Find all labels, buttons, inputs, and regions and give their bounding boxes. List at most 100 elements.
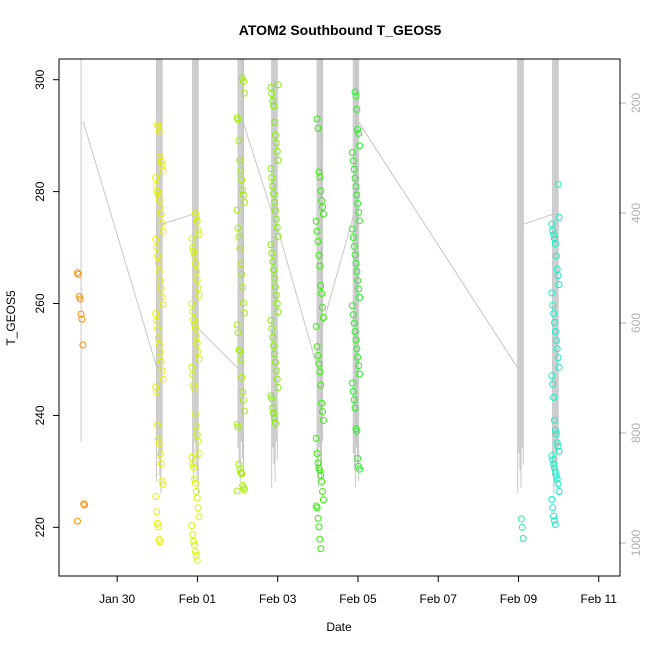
data-point <box>155 341 163 349</box>
data-point <box>191 320 199 328</box>
data-point <box>268 90 276 98</box>
data-point <box>349 387 357 395</box>
data-point <box>81 501 89 509</box>
data-point <box>158 219 166 227</box>
data-point <box>353 345 361 353</box>
data-point <box>553 475 561 483</box>
y2-tick-label: 200 <box>629 93 643 113</box>
data-point <box>240 407 248 415</box>
data-point <box>314 459 322 467</box>
altitude-track <box>82 120 158 370</box>
data-point <box>159 167 167 175</box>
data-point <box>554 354 562 362</box>
data-point <box>158 477 166 485</box>
data-point <box>351 404 359 412</box>
data-point <box>157 210 165 218</box>
data-point <box>237 356 245 364</box>
data-point <box>153 508 161 516</box>
data-point <box>318 399 326 407</box>
data-point <box>549 380 557 388</box>
data-point <box>551 427 559 435</box>
data-point <box>317 282 325 290</box>
data-point <box>74 270 82 278</box>
data-point <box>517 515 525 523</box>
data-point <box>549 301 557 309</box>
data-point <box>316 262 324 270</box>
data-point <box>234 329 242 337</box>
data-point <box>352 183 360 191</box>
altitude-track <box>161 213 194 225</box>
data-point <box>355 129 363 137</box>
data-point <box>154 334 162 342</box>
axes: Jan 30 Feb 01 Feb 03 Feb 05 Feb 07 Feb 09 Feb … <box>33 69 643 606</box>
data-point <box>352 92 360 100</box>
data-point <box>236 347 244 355</box>
data-point <box>350 242 358 250</box>
data-point <box>79 341 87 349</box>
data-point <box>239 388 247 396</box>
data-point <box>319 210 327 218</box>
data-point <box>552 252 560 260</box>
data-point <box>351 174 359 182</box>
data-point <box>353 268 361 276</box>
data-point <box>189 243 197 251</box>
data-point <box>550 231 558 239</box>
data-point <box>555 488 563 496</box>
data-point <box>192 551 200 559</box>
y2-tick-label: 1000 <box>629 529 643 556</box>
data-point <box>188 300 196 308</box>
data-point <box>77 310 85 318</box>
data-point <box>551 468 559 476</box>
data-point <box>548 220 556 228</box>
data-point <box>274 383 282 391</box>
data-point <box>270 190 278 198</box>
data-point <box>152 174 160 182</box>
data-point <box>154 252 162 260</box>
y2-tick-label: 600 <box>629 313 643 333</box>
data-point <box>356 293 364 301</box>
data-point <box>553 345 561 353</box>
data-point <box>154 523 162 531</box>
data-point <box>159 375 167 383</box>
data-point <box>193 276 201 284</box>
data-point <box>189 460 197 468</box>
data-point <box>318 289 326 297</box>
altitude-tracks <box>80 59 559 494</box>
data-point <box>190 316 198 324</box>
data-point <box>190 463 198 471</box>
data-point <box>267 241 275 249</box>
data-point <box>193 556 201 564</box>
data-point <box>236 465 244 473</box>
data-point <box>270 198 278 206</box>
data-point <box>314 352 322 360</box>
data-point <box>313 504 321 512</box>
data-point <box>155 267 163 275</box>
data-point <box>317 187 325 195</box>
data-point <box>273 223 281 231</box>
data-point <box>271 358 279 366</box>
data-point <box>267 165 275 173</box>
data-point <box>319 203 327 211</box>
data-point <box>191 410 199 418</box>
data-point <box>239 283 247 291</box>
data-point <box>313 115 321 123</box>
data-point <box>194 348 202 356</box>
data-point <box>191 479 199 487</box>
data-point <box>350 396 358 404</box>
altitude-track <box>357 120 519 370</box>
data-point <box>195 449 203 457</box>
data-point <box>240 198 248 206</box>
data-point <box>552 336 560 344</box>
data-point <box>316 535 324 543</box>
data-point <box>191 251 199 259</box>
data-point <box>191 209 199 217</box>
data-point <box>316 368 324 376</box>
data-point <box>191 548 199 556</box>
data-point <box>519 535 527 543</box>
data-point <box>239 191 247 199</box>
data-point <box>351 251 359 259</box>
data-point <box>312 322 320 330</box>
data-point <box>271 283 279 291</box>
data-point <box>269 182 277 190</box>
